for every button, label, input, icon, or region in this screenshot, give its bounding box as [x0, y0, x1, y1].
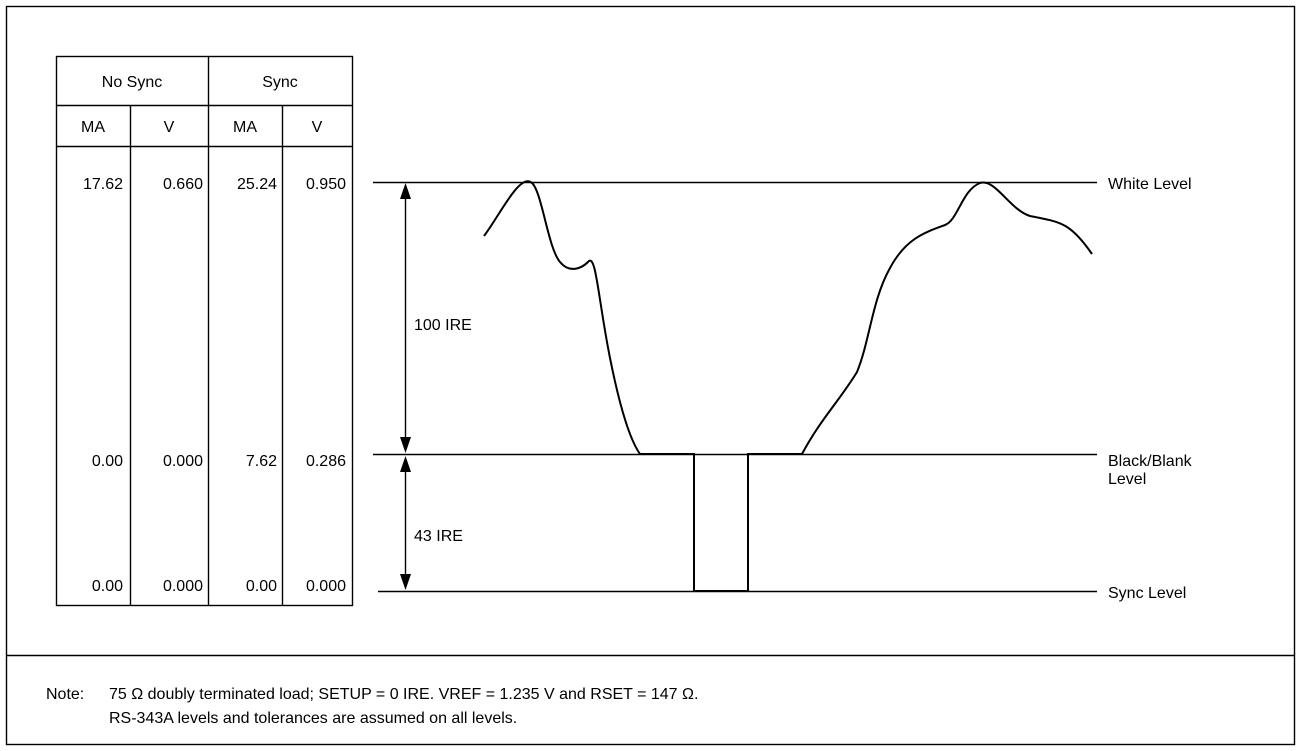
- cell-black-nosync-v: 0.000: [163, 453, 203, 470]
- cell-black-sync-ma: 7.62: [246, 453, 277, 470]
- cell-sync-sync-ma: 0.00: [246, 578, 277, 595]
- note-line-1: 75 Ω doubly terminated load; SETUP = 0 I…: [109, 686, 699, 703]
- dimension-100-ire: 100 IRE: [400, 183, 472, 453]
- arrow-up-icon: [400, 456, 411, 472]
- cell-black-sync-v: 0.286: [306, 453, 346, 470]
- note-label: Note:: [46, 686, 85, 703]
- subheader-ma: MA: [233, 119, 257, 136]
- arrow-down-icon: [400, 437, 411, 453]
- subheader-v: V: [164, 119, 175, 136]
- cell-white-sync-ma: 25.24: [237, 176, 277, 193]
- arrow-down-icon: [400, 574, 411, 590]
- dimension-43-ire: 43 IRE: [400, 456, 463, 590]
- note-line-2: RS-343A levels and tolerances are assume…: [109, 710, 518, 727]
- black-level-label-2: Level: [1108, 471, 1146, 488]
- cell-black-nosync-ma: 0.00: [92, 453, 123, 470]
- subheader-v: V: [312, 119, 323, 136]
- dimension-100-ire-label: 100 IRE: [414, 317, 472, 334]
- video-waveform: [483, 180, 1093, 592]
- table-border: [55, 55, 354, 607]
- cell-white-nosync-ma: 17.62: [83, 176, 123, 193]
- white-level-label: White Level: [1108, 176, 1192, 193]
- cell-sync-sync-v: 0.000: [306, 578, 346, 595]
- black-level-label: Black/Blank: [1108, 453, 1193, 470]
- arrow-up-icon: [400, 183, 411, 199]
- header-sync: Sync: [262, 74, 298, 91]
- dimension-43-ire-label: 43 IRE: [414, 528, 463, 545]
- cell-white-nosync-v: 0.660: [163, 176, 203, 193]
- subheader-ma: MA: [81, 119, 105, 136]
- cell-white-sync-v: 0.950: [306, 176, 346, 193]
- outer-frame: [5, 5, 1296, 746]
- cell-sync-nosync-v: 0.000: [163, 578, 203, 595]
- header-no-sync: No Sync: [102, 74, 162, 91]
- sync-level-label: Sync Level: [1108, 585, 1186, 602]
- levels-table: No Sync Sync MA V MA V 17.62 0.660 25.24…: [55, 55, 354, 607]
- cell-sync-nosync-ma: 0.00: [92, 578, 123, 595]
